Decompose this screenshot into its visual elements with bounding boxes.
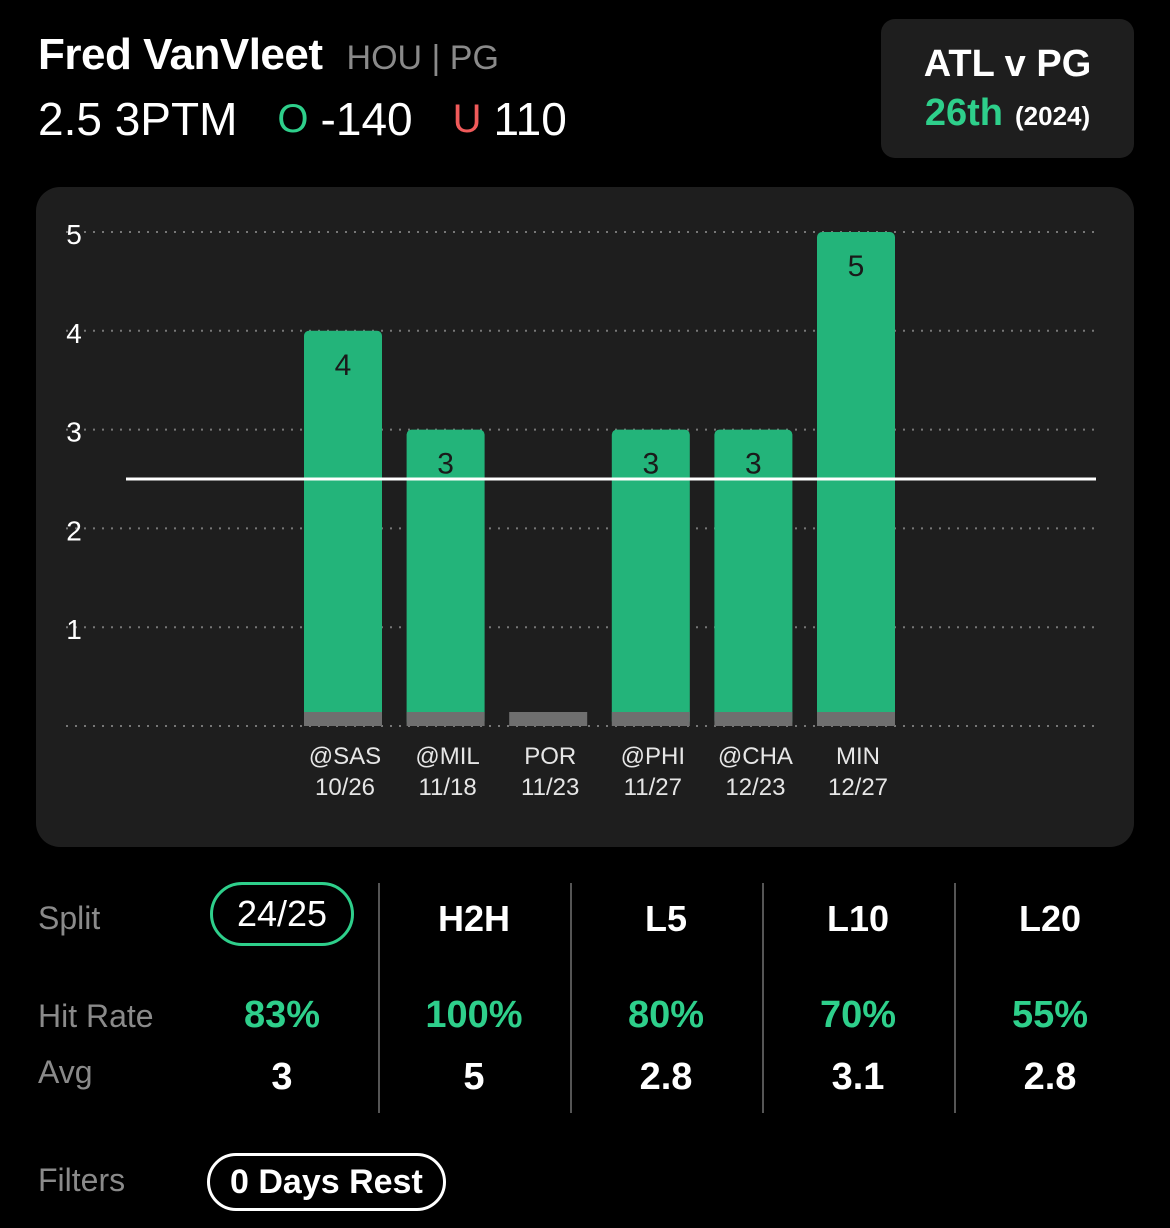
- bar-value-label: 4: [335, 349, 352, 382]
- split-tab-L10[interactable]: L10: [762, 898, 954, 940]
- x-tick-opponent: MIN: [836, 743, 880, 770]
- bar-base: [714, 712, 793, 726]
- column-divider: [954, 883, 956, 1113]
- split-tab-label: L20: [1018, 898, 1082, 939]
- prop-header: Fred VanVleet HOU | PG 2.5 3PTM O -140 U…: [38, 30, 567, 146]
- bar-chart-svg: 1 2 3 4 5 4 @SAS 10/26 3 @MIL 11/18 POR 11/23 3 @PHI 11…: [66, 219, 1101, 801]
- avg-value: 5: [463, 1056, 485, 1098]
- player-row: Fred VanVleet HOU | PG: [38, 30, 567, 80]
- hit-rate-value: 70%: [819, 994, 897, 1036]
- bar-base: [611, 712, 690, 726]
- bar-zero: [509, 712, 588, 726]
- split-label: Split: [38, 900, 101, 936]
- x-tick-date: 11/27: [624, 774, 682, 801]
- player-name: Fred VanVleet: [38, 30, 323, 79]
- matchup-box[interactable]: ATL v PG 26th (2024): [881, 19, 1134, 158]
- x-tick-date: 11/23: [521, 774, 579, 801]
- hit-rate-value: 80%: [627, 994, 705, 1036]
- hit-rate-value: 83%: [243, 994, 321, 1036]
- filter-chip-days-rest[interactable]: 0 Days Rest: [207, 1153, 446, 1211]
- bar-value-label: 3: [437, 448, 454, 481]
- avg-value: 3: [271, 1056, 293, 1098]
- avg-value: 3.1: [831, 1056, 885, 1098]
- column-divider: [570, 883, 572, 1113]
- split-tab-label: L10: [826, 898, 890, 939]
- rank-row: 26th (2024): [925, 92, 1090, 135]
- split-tab-2425[interactable]: 24/25: [186, 882, 378, 946]
- split-stats: Split Hit Rate Avg 24/25 83% 3 H2H 100% 5 L5 80…: [0, 880, 1170, 1120]
- avg-label: Avg: [38, 1054, 93, 1090]
- bar-base: [304, 712, 382, 726]
- under-odds[interactable]: 110: [493, 93, 567, 145]
- split-tab-H2H[interactable]: H2H: [378, 898, 570, 940]
- bar: [714, 429, 793, 726]
- x-tick-date: 11/18: [418, 774, 476, 801]
- bar-base: [817, 712, 895, 726]
- matchup-title: ATL v PG: [923, 42, 1092, 85]
- defense-rank: 26th: [924, 91, 1003, 134]
- y-tick-label: 1: [66, 614, 82, 645]
- x-tick-date: 12/23: [725, 774, 785, 801]
- team-position: HOU | PG: [346, 39, 499, 77]
- game-log-chart: 1 2 3 4 5 4 @SAS 10/26 3 @MIL 11/18 POR 11/23 3 @PHI 11…: [36, 187, 1134, 847]
- avg-value: 2.8: [639, 1056, 693, 1098]
- split-tab-L5[interactable]: L5: [570, 898, 762, 940]
- bar: [611, 429, 690, 726]
- rank-season: (2024): [1014, 100, 1091, 131]
- x-tick-opponent: @MIL: [415, 743, 479, 770]
- y-tick-label: 5: [66, 219, 82, 250]
- bar-base: [406, 712, 485, 726]
- avg-value: 2.8: [1023, 1056, 1077, 1098]
- over-odds[interactable]: -140: [320, 93, 413, 145]
- x-tick-date: 10/26: [315, 774, 375, 801]
- bar-value-label: 3: [745, 448, 762, 481]
- x-tick-opponent: @PHI: [621, 743, 685, 770]
- hit-rate-value: 55%: [1011, 994, 1089, 1036]
- bar-value-label: 5: [848, 250, 865, 283]
- bar: [304, 330, 382, 726]
- y-tick-label: 3: [66, 417, 82, 448]
- x-tick-opponent: @SAS: [309, 743, 381, 770]
- column-divider: [762, 883, 764, 1113]
- y-tick-label: 4: [66, 318, 82, 349]
- bar: [406, 429, 485, 726]
- line-row: 2.5 3PTM O -140 U 110: [38, 92, 567, 146]
- x-tick-opponent: @CHA: [718, 743, 793, 770]
- split-tab-label: 24/25: [209, 882, 355, 946]
- under-icon: U: [452, 96, 482, 141]
- filters-label: Filters: [38, 1162, 126, 1198]
- split-tab-L20[interactable]: L20: [954, 898, 1146, 940]
- column-divider: [378, 883, 380, 1113]
- over-icon: O: [277, 96, 309, 141]
- x-tick-opponent: POR: [524, 743, 576, 770]
- hit-rate-label: Hit Rate: [38, 998, 154, 1034]
- split-tab-label: H2H: [437, 898, 511, 939]
- y-tick-label: 2: [66, 515, 82, 546]
- split-tab-label: L5: [644, 898, 687, 939]
- bar-value-label: 3: [642, 448, 659, 481]
- x-tick-date: 12/27: [828, 774, 888, 801]
- hit-rate-value: 100%: [425, 994, 523, 1036]
- prop-line: 2.5 3PTM: [38, 93, 238, 145]
